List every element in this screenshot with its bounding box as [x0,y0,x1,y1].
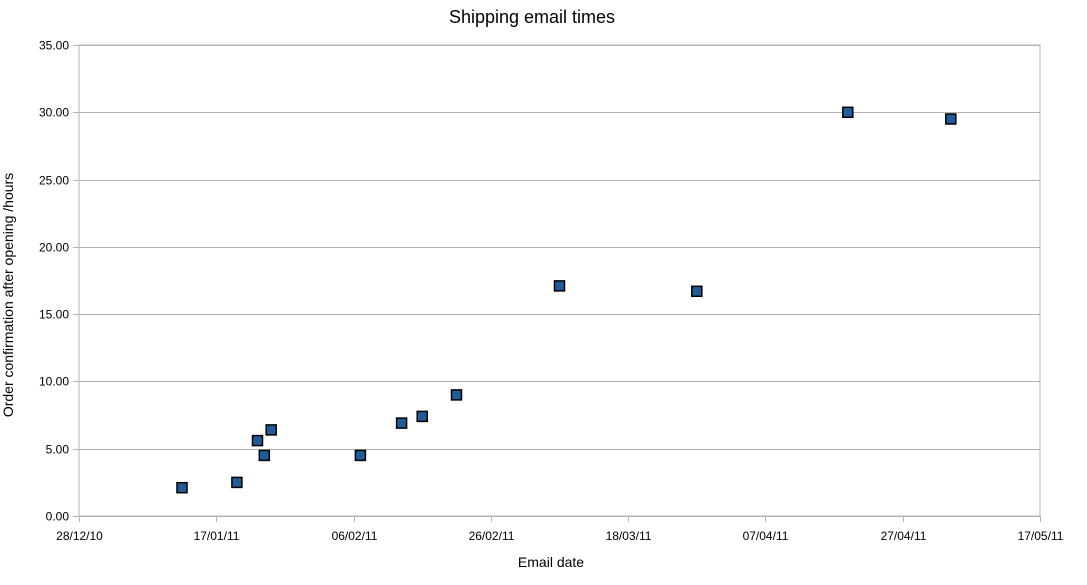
data-point [553,280,566,292]
data-point [231,476,243,489]
plot-area-frame [78,44,1041,517]
data-point [450,389,463,401]
axes: 0.00 5.00 10.00 15.00 20.00 25.00 30.00 35.00 28… [39,39,1064,544]
gridlines [79,45,1040,517]
data-point [354,449,367,462]
y-tick-label: 10.00 [39,375,69,389]
data-point [176,481,188,494]
y-tick-label: 15.00 [39,308,69,322]
y-tick-label: 5.00 [46,443,70,457]
y-tick-label: 20.00 [39,241,69,255]
data-point [416,410,428,423]
y-tick-label: 25.00 [39,174,69,188]
data-point [258,449,271,462]
y-tick-label: 35.00 [39,39,69,53]
y-tick-label: 0.00 [46,510,70,524]
data-point [691,285,703,298]
y-tick-label: 30.00 [39,106,69,120]
x-tick-label: 27/04/11 [881,529,927,543]
x-tick-label: 26/02/11 [469,529,515,543]
x-tick-label: 17/05/11 [1018,529,1064,543]
x-tick-label: 18/03/11 [606,529,652,543]
chart-title: Shipping email times [449,7,615,27]
x-tick-label: 17/01/11 [194,529,240,543]
y-axis-label: Order confirmation after opening /hours [0,173,16,417]
x-tick-label: 07/04/11 [743,529,789,543]
x-axis-label: Email date [518,554,584,570]
data-point [842,106,854,119]
x-tick-label: 06/02/11 [332,529,378,543]
data-point [251,434,264,447]
x-tick-label: 28/12/10 [56,529,103,543]
data-point [395,417,408,429]
data-point [945,113,957,125]
data-point [265,424,277,436]
data-points [176,106,957,494]
